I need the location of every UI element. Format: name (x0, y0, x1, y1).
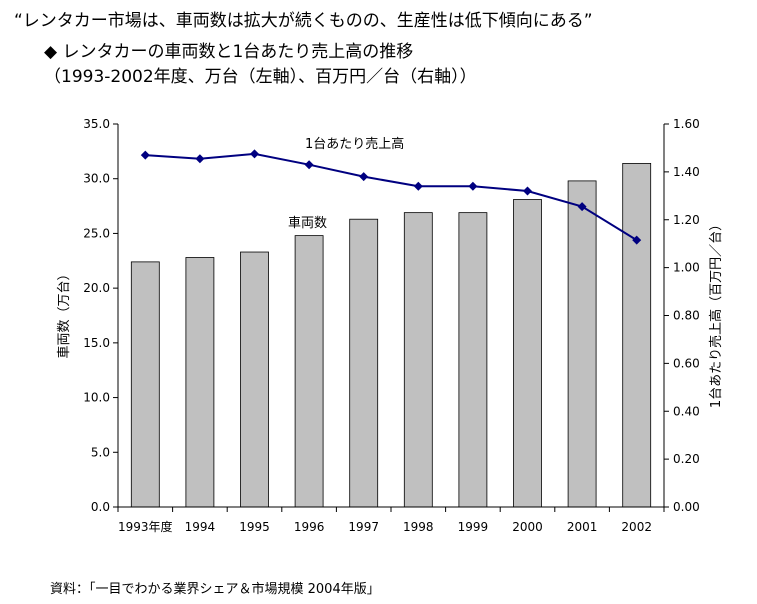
y-left-tick-label: 20.0 (83, 281, 110, 295)
bar (130, 261, 160, 508)
headline: “レンタカー市場は、車両数は拡大が続くものの、生産性は低下傾向にある” (14, 11, 593, 31)
line-series (140, 149, 642, 245)
chart-subtitle: ◆ レンタカーの車両数と1台あたり売上高の推移 （1993-2002年度、万台（… (44, 40, 477, 90)
bar (294, 235, 324, 508)
y-left-tick-label: 10.0 (83, 391, 110, 405)
x-tick-label: 2001 (567, 520, 598, 534)
y-right-tick-label: 0.60 (673, 356, 700, 370)
x-tick-label: 2002 (621, 520, 652, 534)
y-right-tick-label: 1.40 (673, 165, 700, 179)
y-axis-right-label: 1台あたり売上高（百万円／台） (708, 218, 724, 408)
y-right-tick-label: 1.00 (673, 261, 700, 275)
y-left-tick-label: 0.0 (91, 500, 110, 514)
line-point (468, 181, 478, 191)
line-point (140, 150, 150, 160)
x-tick-label: 1996 (294, 520, 325, 534)
line-point (359, 172, 369, 182)
x-tick-label: 1999 (458, 520, 489, 534)
bar (567, 180, 597, 508)
bar (240, 251, 269, 508)
line-point (632, 235, 642, 245)
bar-series (130, 162, 652, 508)
line-point (250, 149, 259, 159)
axes (113, 123, 669, 512)
line-point (523, 186, 532, 196)
x-tick-label: 1997 (348, 520, 379, 534)
bar (403, 212, 433, 508)
y-right-tick-label: 0.20 (673, 452, 700, 466)
bar (622, 162, 652, 508)
line-point (304, 160, 314, 170)
source-note: 資料：「一目でわかる業界シェア＆市場規模 2004年版」 (50, 582, 380, 597)
line-point (577, 202, 587, 212)
bar (458, 212, 488, 508)
bar (513, 199, 542, 508)
x-tick-label: 1993年度 (118, 519, 173, 534)
x-tick-label: 1995 (239, 520, 270, 534)
y-right-tick-label: 1.20 (673, 213, 700, 227)
line-path (145, 152, 638, 241)
y-left-tick-label: 25.0 (83, 226, 110, 240)
bar (185, 257, 215, 508)
bar-series-annotation: 車両数 (288, 216, 327, 231)
y-left-tick-label: 15.0 (83, 336, 110, 350)
bar (349, 218, 379, 508)
x-tick-label: 1994 (185, 520, 216, 534)
tick-labels: 0.0 5.0 10.0 15.0 20.0 25.0 30.0 35.0 0.00 0.20 0.… (83, 117, 699, 534)
y-right-tick-label: 0.00 (673, 500, 700, 514)
y-left-tick-label: 35.0 (83, 117, 110, 131)
y-left-tick-label: 30.0 (83, 172, 110, 186)
y-right-tick-label: 1.60 (673, 117, 700, 131)
subtitle-line-2: （1993-2002年度、万台（左軸）、百万円／台（右軸）） (44, 67, 477, 87)
y-right-tick-label: 0.40 (673, 404, 700, 418)
subtitle-line-1: ◆ レンタカーの車両数と1台あたり売上高の推移 (44, 42, 414, 62)
x-tick-label: 2000 (512, 520, 543, 534)
line-series-annotation: 1台あたり売上高 (305, 136, 404, 152)
y-left-tick-label: 5.0 (91, 445, 110, 459)
x-tick-label: 1998 (403, 520, 434, 534)
line-point (413, 181, 423, 191)
line-point (195, 154, 205, 164)
y-axis-left-label: 車両数（万台） (57, 267, 72, 358)
y-right-tick-label: 0.80 (673, 309, 700, 323)
